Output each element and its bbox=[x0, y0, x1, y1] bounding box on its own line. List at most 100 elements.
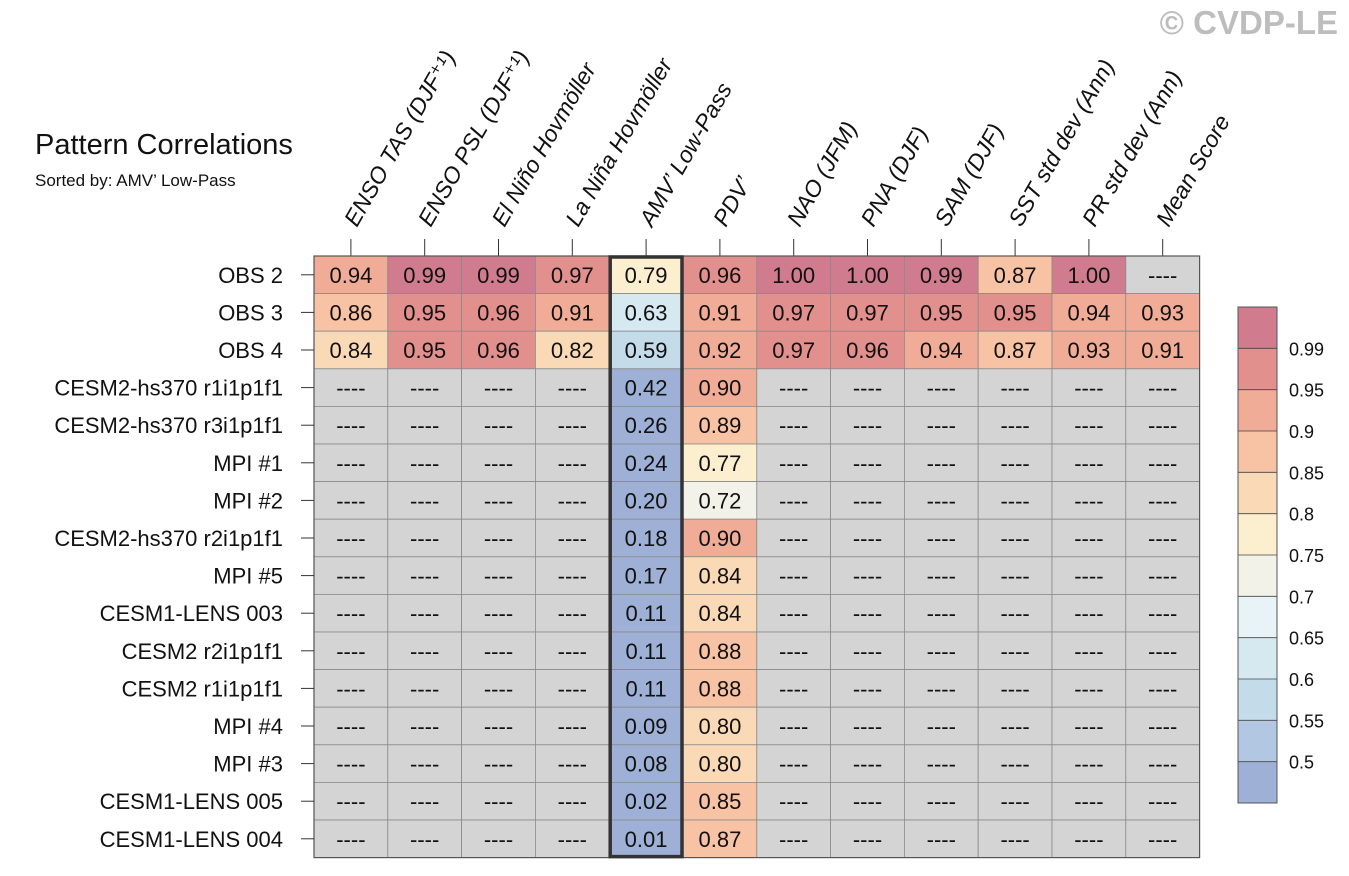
cell-value: ---- bbox=[410, 564, 439, 589]
heatmap-cell bbox=[904, 669, 979, 708]
cell-value: 0.84 bbox=[698, 601, 741, 626]
cell-value: ---- bbox=[927, 564, 956, 589]
column-label: PNA (DJF) bbox=[855, 122, 933, 231]
cell-value: ---- bbox=[484, 564, 513, 589]
heatmap-cell bbox=[1125, 368, 1201, 407]
cell-value: ---- bbox=[1148, 413, 1177, 438]
cell-value: 0.95 bbox=[920, 300, 963, 325]
heatmap-cell bbox=[1051, 518, 1127, 558]
heatmap-cell bbox=[608, 782, 684, 821]
row-label: CESM1-LENS 003 bbox=[100, 601, 283, 626]
cell-value: ---- bbox=[927, 639, 956, 664]
cell-value: ---- bbox=[779, 564, 808, 589]
heatmap-cell bbox=[904, 518, 979, 558]
cell-value: ---- bbox=[336, 451, 365, 476]
heatmap-cell bbox=[756, 631, 831, 670]
cell-value: ---- bbox=[410, 451, 439, 476]
heatmap-cell bbox=[608, 706, 684, 746]
heatmap-cell bbox=[535, 518, 610, 558]
heatmap-cell bbox=[461, 293, 536, 332]
heatmap-cell bbox=[1125, 443, 1201, 482]
cell-value: ---- bbox=[558, 714, 587, 739]
cell-value: 0.01 bbox=[625, 827, 668, 852]
cell-value: ---- bbox=[853, 376, 882, 401]
cell-value: 0.93 bbox=[1067, 338, 1110, 363]
heatmap-cell bbox=[1051, 405, 1127, 445]
cell-value: 0.11 bbox=[626, 601, 667, 626]
chart-subtitle: Sorted by: AMV’ Low-Pass bbox=[35, 171, 236, 190]
cell-value: 0.87 bbox=[994, 338, 1037, 363]
heatmap-cell bbox=[830, 255, 905, 294]
cell-value: ---- bbox=[779, 789, 808, 814]
heatmap-cell bbox=[608, 819, 684, 858]
cell-value: ---- bbox=[1000, 564, 1029, 589]
colorbar-swatch bbox=[1238, 513, 1277, 556]
cell-value: ---- bbox=[1074, 601, 1103, 626]
heatmap-cell bbox=[830, 669, 905, 708]
cell-value: ---- bbox=[1000, 752, 1029, 777]
heatmap-cell bbox=[682, 255, 758, 294]
cell-value: ---- bbox=[1074, 676, 1103, 701]
heatmap-cell bbox=[1125, 782, 1201, 821]
heatmap-cell bbox=[608, 669, 684, 708]
heatmap-cell bbox=[1125, 405, 1201, 445]
cell-value: ---- bbox=[1074, 376, 1103, 401]
cell-value: ---- bbox=[336, 526, 365, 551]
heatmap-cell bbox=[313, 405, 389, 445]
cell-value: ---- bbox=[484, 714, 513, 739]
colorbar-border bbox=[1237, 306, 1278, 804]
heatmap-cell bbox=[1125, 481, 1201, 520]
cell-value: ---- bbox=[410, 526, 439, 551]
cell-value: ---- bbox=[853, 601, 882, 626]
cell-value: ---- bbox=[336, 564, 365, 589]
cell-value: 0.82 bbox=[551, 338, 594, 363]
heatmap-cell bbox=[977, 293, 1053, 332]
heatmap-cell bbox=[313, 744, 389, 783]
grid-border bbox=[313, 255, 1201, 859]
cell-value: 0.97 bbox=[846, 300, 889, 325]
cell-value: 0.26 bbox=[625, 413, 668, 438]
heatmap-cell bbox=[1051, 368, 1127, 407]
cell-value: ---- bbox=[558, 488, 587, 513]
cell-value: ---- bbox=[484, 451, 513, 476]
heatmap-cell bbox=[387, 782, 462, 821]
cell-value: ---- bbox=[484, 488, 513, 513]
heatmap-cell bbox=[1051, 819, 1127, 858]
heatmap-cell bbox=[387, 744, 462, 783]
cell-value: ---- bbox=[853, 714, 882, 739]
cell-value: 0.92 bbox=[698, 338, 741, 363]
cell-value: 0.96 bbox=[477, 300, 520, 325]
row-label: CESM1-LENS 005 bbox=[100, 789, 283, 814]
heatmap-cell bbox=[608, 405, 684, 445]
heatmap-cell bbox=[608, 518, 684, 558]
heatmap-cell bbox=[904, 330, 979, 370]
column-labels: ENSO TAS (DJF⁺¹)ENSO PSL (DJF⁺¹)El Niño … bbox=[339, 46, 1235, 256]
heatmap-cell bbox=[977, 631, 1053, 670]
cell-value: ---- bbox=[779, 488, 808, 513]
row-label: MPI #5 bbox=[213, 564, 283, 589]
cell-value: ---- bbox=[853, 789, 882, 814]
cell-value: ---- bbox=[558, 376, 587, 401]
cell-value: 0.79 bbox=[625, 263, 668, 288]
heatmap-cell bbox=[535, 293, 610, 332]
cell-value: 0.80 bbox=[698, 714, 741, 739]
cell-value: ---- bbox=[410, 827, 439, 852]
cell-value: ---- bbox=[1074, 488, 1103, 513]
heatmap-cell bbox=[461, 706, 536, 746]
cell-value: ---- bbox=[927, 413, 956, 438]
heatmap-cell bbox=[1051, 443, 1127, 482]
cell-value: 0.96 bbox=[477, 338, 520, 363]
cell-value: ---- bbox=[336, 827, 365, 852]
cell-value: ---- bbox=[558, 752, 587, 777]
heatmap-cell bbox=[977, 255, 1053, 294]
cell-value: ---- bbox=[779, 451, 808, 476]
heatmap-cell bbox=[977, 405, 1053, 445]
colorbar-tick-label: 0.75 bbox=[1289, 546, 1324, 566]
cell-value: ---- bbox=[558, 639, 587, 664]
cell-value: ---- bbox=[558, 564, 587, 589]
heatmap-cell bbox=[1051, 330, 1127, 370]
row-label: MPI #4 bbox=[213, 714, 283, 739]
heatmap-cell bbox=[830, 405, 905, 445]
cell-value: ---- bbox=[1000, 676, 1029, 701]
cell-value: ---- bbox=[484, 639, 513, 664]
